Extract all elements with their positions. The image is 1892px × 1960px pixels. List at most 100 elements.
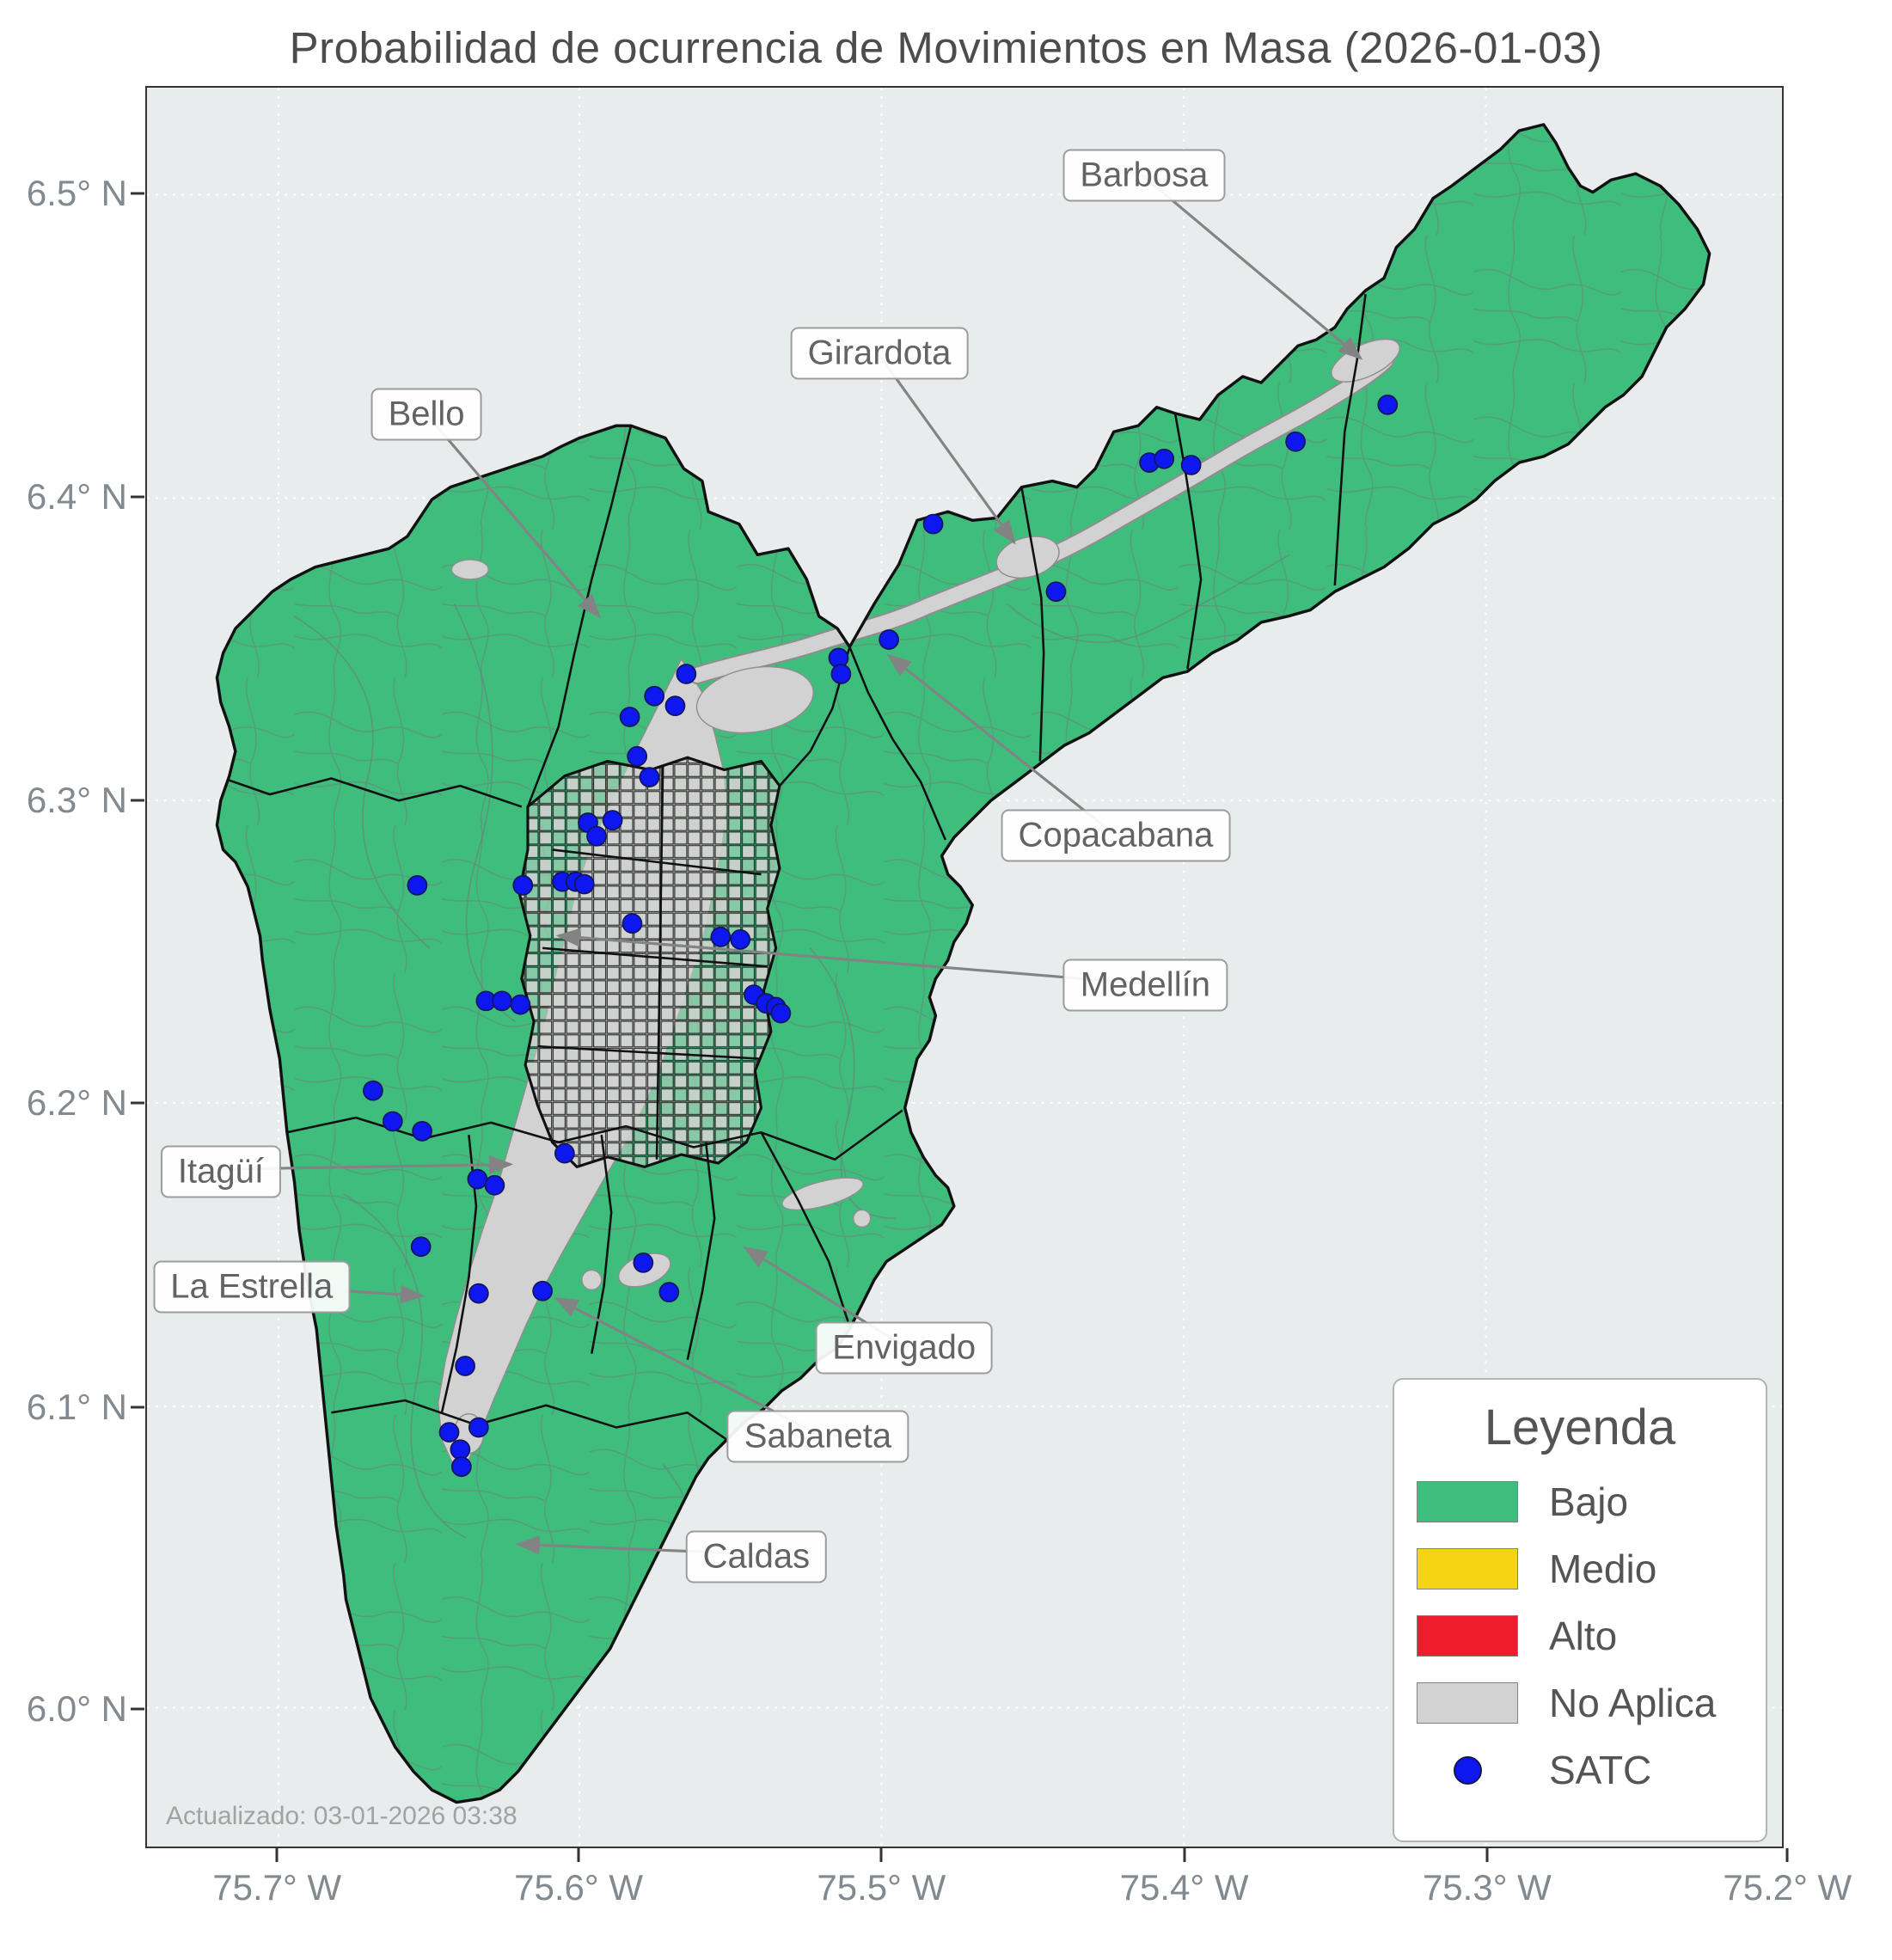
annotation-arrow (1141, 174, 1363, 360)
x-tick-label: 75.6° W (514, 1867, 643, 1908)
medellin-city-blocks (518, 757, 780, 1167)
map-title: Probabilidad de ocurrencia de Movimiento… (289, 23, 1603, 72)
legend-item-label: SATC (1549, 1748, 1652, 1792)
satc-point (639, 767, 660, 787)
satc-point (922, 513, 944, 535)
municipality-label-bello: Bello (370, 388, 482, 441)
annotation-arrow (555, 928, 1144, 985)
annotation-arrow (886, 653, 1115, 836)
map-plot-area: Actualizado: 03-01-2026 03:38 Leyenda Ba… (145, 86, 1784, 1848)
urban-patch-small-1 (852, 1209, 872, 1228)
urban-patch-girardota (995, 536, 1060, 579)
legend-item-label: Medio (1549, 1547, 1657, 1591)
satc-points-layer (363, 395, 1399, 1478)
x-tick-mark (879, 1848, 883, 1862)
legend-swatch (1417, 1548, 1518, 1589)
y-tick-label: 6.4° N (26, 476, 127, 518)
urban-patch-small-2 (581, 1269, 603, 1291)
legend-swatch (1417, 1682, 1518, 1724)
satc-point (770, 1002, 792, 1024)
satc-point (621, 913, 643, 934)
satc-point (484, 1174, 505, 1196)
legend-handle (1417, 1548, 1518, 1589)
urban-patch-niquia (695, 665, 814, 734)
satc-point (1154, 448, 1175, 469)
satc-dot-icon (1453, 1755, 1482, 1785)
legend-title: Leyenda (1484, 1400, 1676, 1455)
legend-item: Bajo (1417, 1468, 1743, 1535)
legend-handle (1417, 1615, 1518, 1657)
legend-handle (1417, 1481, 1518, 1522)
satc-point (710, 927, 732, 947)
satc-point (730, 928, 751, 950)
x-tick-mark (275, 1848, 279, 1862)
satc-point (412, 1121, 432, 1142)
satc-point (450, 1439, 471, 1461)
river-corridor-fill (689, 352, 1393, 683)
municipality-label-envigado: Envigado (815, 1321, 994, 1374)
updated-timestamp: Actualizado: 03-01-2026 03:38 (166, 1802, 517, 1830)
x-tick-label: 75.2° W (1723, 1867, 1852, 1908)
satc-point (455, 1356, 475, 1376)
legend-item-label: Alto (1549, 1614, 1618, 1658)
x-tick-label: 75.7° W (212, 1867, 342, 1908)
legend-item-label: Bajo (1549, 1479, 1629, 1524)
legend-item: SATC (1417, 1736, 1743, 1804)
legend-item-label: No Aplica (1549, 1681, 1717, 1725)
x-tick-label: 75.3° W (1422, 1867, 1552, 1908)
satc-point (573, 873, 595, 895)
satc-point (619, 707, 640, 727)
satc-point (363, 1080, 383, 1101)
satc-point (450, 1456, 472, 1478)
satc-point (532, 1280, 553, 1302)
urban-patch-bello-west (450, 559, 489, 580)
satc-point (512, 875, 534, 896)
legend-handle (1417, 1755, 1518, 1785)
y-tick-label: 6.1° N (26, 1387, 127, 1428)
municipality-label-caldas: Caldas (685, 1530, 828, 1583)
map-svg (147, 88, 1782, 1847)
urban-patch-envigado (781, 1177, 864, 1211)
municipality-label-la-estrella: La Estrella (153, 1260, 351, 1314)
satc-point (382, 1111, 403, 1132)
satc-point (664, 695, 686, 717)
y-tick-mark (131, 799, 144, 802)
y-tick-mark (131, 1406, 144, 1409)
satc-point (633, 1252, 654, 1273)
y-tick-mark (131, 1101, 144, 1105)
satc-point (410, 1236, 432, 1258)
satc-point (1180, 455, 1202, 475)
satc-point (554, 1142, 575, 1164)
satc-point (627, 745, 648, 767)
municipality-label-sabaneta: Sabaneta (726, 1410, 909, 1463)
municipality-label-medellin: Medellín (1062, 959, 1228, 1012)
legend: Leyenda Bajo Medio Alto No Aplica SATC (1393, 1378, 1767, 1842)
satc-point (510, 994, 531, 1015)
municipality-label-copacabana: Copacabana (1001, 809, 1231, 862)
satc-point (676, 664, 697, 684)
satc-point (1045, 581, 1067, 603)
satc-point (644, 685, 665, 707)
annotation-arrow (425, 412, 601, 619)
municipality-label-girardota: Girardota (790, 327, 969, 380)
annotation-arrow (876, 352, 1016, 545)
satc-point (468, 1283, 489, 1304)
y-tick-mark (131, 495, 144, 499)
y-tick-label: 6.5° N (26, 172, 127, 213)
y-tick-label: 6.0° N (26, 1688, 127, 1730)
legend-item: Alto (1417, 1602, 1743, 1669)
y-tick-label: 6.3° N (26, 779, 127, 820)
satc-point (438, 1422, 460, 1443)
satc-point (602, 810, 623, 831)
legend-item: Medio (1417, 1535, 1743, 1602)
legend-swatch (1417, 1615, 1518, 1657)
satc-point (830, 664, 852, 684)
x-tick-label: 75.5° W (817, 1867, 946, 1908)
legend-swatch (1417, 1481, 1518, 1522)
satc-point (1285, 431, 1306, 452)
satc-point (586, 825, 607, 847)
x-tick-label: 75.4° W (1119, 1867, 1249, 1908)
legend-items: Bajo Medio Alto No Aplica SATC (1417, 1468, 1743, 1804)
satc-point (407, 875, 428, 896)
